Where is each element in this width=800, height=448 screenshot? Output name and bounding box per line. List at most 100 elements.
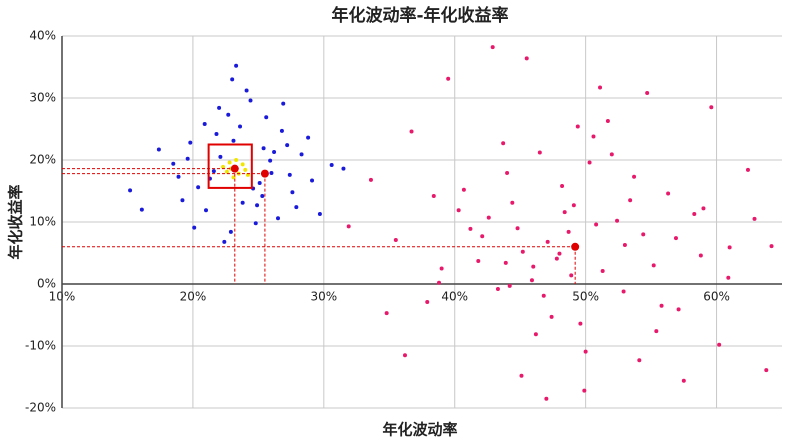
point <box>571 203 576 208</box>
point <box>222 239 227 244</box>
point <box>192 225 197 230</box>
point <box>605 118 610 123</box>
point <box>583 349 588 354</box>
point <box>285 143 290 148</box>
point <box>439 266 444 271</box>
point <box>269 171 274 176</box>
point <box>557 251 562 256</box>
point <box>188 140 193 145</box>
point <box>180 198 185 203</box>
point <box>257 180 262 185</box>
point <box>621 289 626 294</box>
point <box>221 164 226 169</box>
point <box>446 76 451 81</box>
point <box>769 244 774 249</box>
x-axis-title: 年化波动率 <box>382 421 457 439</box>
point <box>346 224 351 229</box>
point <box>176 174 181 179</box>
point <box>503 260 508 265</box>
highlight-box <box>207 143 253 189</box>
point <box>202 122 207 127</box>
point <box>566 229 571 234</box>
point <box>299 152 304 157</box>
point <box>261 146 266 151</box>
point <box>486 215 491 220</box>
point <box>317 211 322 216</box>
point <box>515 226 520 231</box>
point <box>329 162 334 167</box>
point <box>139 207 144 212</box>
point <box>244 88 249 93</box>
x-tick-label: 50% <box>572 290 599 304</box>
y-axis-title: 年化收益率 <box>7 184 25 259</box>
point <box>228 229 233 234</box>
y-tick-label: 30% <box>29 91 56 105</box>
point <box>234 158 239 162</box>
x-tick-label: 60% <box>703 290 730 304</box>
point <box>591 134 596 139</box>
y-tick-label: -20% <box>25 401 56 415</box>
point <box>717 342 722 347</box>
point <box>468 226 473 231</box>
y-tick-label: -10% <box>25 339 56 353</box>
point <box>238 124 243 129</box>
point <box>587 160 592 165</box>
point <box>524 56 529 61</box>
point <box>272 149 277 154</box>
point <box>544 396 549 401</box>
point <box>709 105 714 110</box>
point <box>575 124 580 129</box>
point <box>645 91 650 96</box>
point <box>549 314 554 319</box>
point <box>253 221 258 226</box>
point <box>519 373 524 378</box>
point <box>480 234 485 239</box>
point <box>594 222 599 227</box>
point <box>698 253 703 258</box>
point <box>341 166 346 171</box>
point <box>622 242 627 247</box>
point <box>156 147 161 152</box>
point <box>409 129 414 134</box>
point <box>681 378 686 383</box>
point <box>571 242 580 251</box>
point <box>218 154 223 159</box>
point <box>764 368 769 373</box>
point <box>310 178 315 183</box>
point <box>425 299 430 304</box>
point <box>727 245 732 250</box>
point <box>243 167 248 172</box>
point <box>701 206 706 211</box>
point <box>240 162 245 167</box>
point <box>726 275 731 280</box>
point <box>281 101 286 106</box>
point <box>290 190 295 195</box>
point <box>224 169 229 174</box>
x-tick-label: 30% <box>310 290 337 304</box>
point <box>231 138 236 143</box>
point <box>659 303 664 308</box>
point <box>306 135 311 140</box>
point <box>217 105 222 110</box>
point <box>476 259 481 264</box>
point <box>641 232 646 237</box>
point <box>501 141 506 146</box>
chart-title: 年化波动率-年化收益率 <box>331 5 508 26</box>
point <box>537 150 542 155</box>
point <box>196 185 201 190</box>
point <box>598 85 603 90</box>
point <box>632 174 637 179</box>
point <box>234 63 239 68</box>
point <box>692 211 697 216</box>
point <box>600 268 605 273</box>
point <box>520 249 525 254</box>
point <box>276 216 280 221</box>
point <box>745 167 750 172</box>
point <box>264 115 269 120</box>
point <box>402 353 407 358</box>
y-tick-label: 20% <box>29 153 56 167</box>
point <box>507 283 512 288</box>
point <box>578 321 583 326</box>
point <box>456 208 461 213</box>
